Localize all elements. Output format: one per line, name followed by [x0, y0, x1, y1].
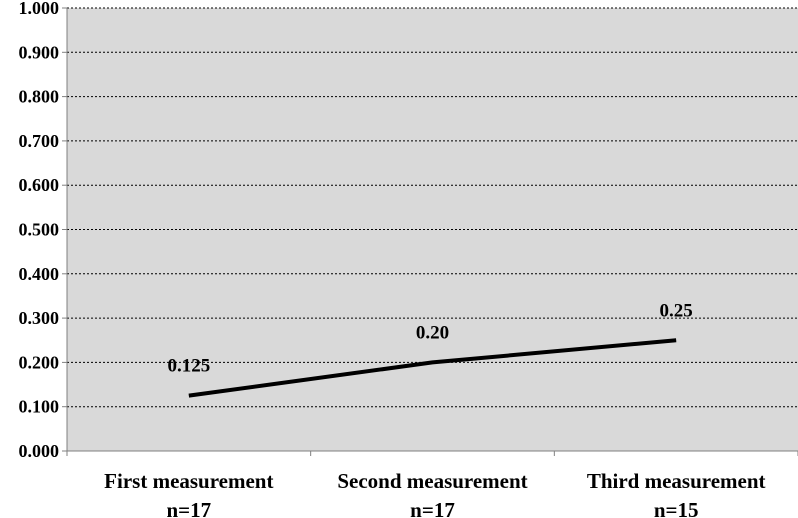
y-tick-label: 0.500	[19, 220, 60, 240]
y-tick-label: 0.100	[19, 397, 60, 417]
axes	[66, 8, 798, 456]
data-labels: 0.125 0.20 0.25	[167, 300, 692, 376]
y-tick-label: 0.300	[19, 308, 60, 328]
y-tick-label: 0.700	[19, 131, 60, 151]
y-tick-label: 0.000	[19, 441, 60, 461]
x-category-label: First measurement	[104, 469, 273, 493]
x-category-label: Second measurement	[337, 469, 527, 493]
y-tick-label: 0.400	[19, 264, 60, 284]
y-tick-label: 0.900	[19, 42, 60, 62]
y-axis-tick-labels: 0.000 0.100 0.200 0.300 0.400 0.500 0.600 0.700…	[19, 0, 60, 461]
y-tick-label: 0.200	[19, 352, 60, 372]
x-category-label: Third measurement	[587, 469, 766, 493]
data-label: 0.125	[167, 356, 210, 377]
data-label: 0.20	[416, 322, 449, 343]
x-category-sample-size: n=15	[654, 498, 699, 518]
gridlines	[62, 7, 798, 452]
series-group	[188, 338, 677, 398]
y-tick-label: 0.600	[19, 175, 60, 195]
x-category-sample-size: n=17	[410, 498, 455, 518]
data-label: 0.25	[660, 300, 693, 321]
y-tick-label: 0.800	[19, 87, 60, 107]
x-axis-category-labels: First measurement n=17 Second measurement n…	[104, 469, 765, 518]
x-category-sample-size: n=17	[167, 498, 212, 518]
y-tick-label: 1.000	[19, 0, 60, 18]
